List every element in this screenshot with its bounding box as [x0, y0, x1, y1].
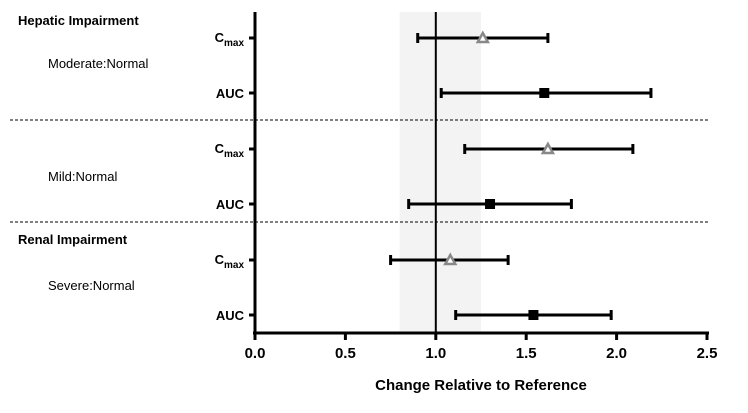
x-axis-label: Change Relative to Reference: [375, 377, 587, 394]
point-estimate-square: [528, 310, 539, 320]
point-estimate-triangle: [475, 30, 490, 44]
group-header-hepatic: Hepatic Impairment: [18, 13, 139, 28]
subgroup-label: Severe:Normal: [48, 278, 135, 293]
subgroup-label: Moderate:Normal: [48, 56, 149, 71]
x-tick-label: 0.0: [245, 345, 266, 362]
metric-label-auc: AUC: [216, 86, 245, 101]
point-estimate-triangle: [443, 252, 458, 266]
subgroup-label: Mild:Normal: [48, 169, 117, 184]
metric-label-cmax: Cmax: [215, 141, 245, 160]
point-estimate-square: [485, 199, 496, 209]
point-estimate-square: [539, 88, 550, 98]
metric-label-auc: AUC: [216, 308, 245, 323]
metric-label-cmax: Cmax: [215, 252, 245, 271]
metric-label-cmax: Cmax: [215, 30, 245, 49]
x-tick-label: 2.0: [606, 345, 627, 362]
x-tick-label: 2.5: [697, 345, 718, 362]
equivalence-band: [399, 12, 481, 333]
metric-label-auc: AUC: [216, 197, 245, 212]
group-header-renal: Renal Impairment: [18, 232, 128, 247]
x-tick-label: 0.5: [335, 345, 356, 362]
point-estimate-triangle: [540, 141, 556, 155]
x-tick-label: 1.0: [425, 345, 446, 362]
x-tick-label: 1.5: [516, 345, 537, 362]
